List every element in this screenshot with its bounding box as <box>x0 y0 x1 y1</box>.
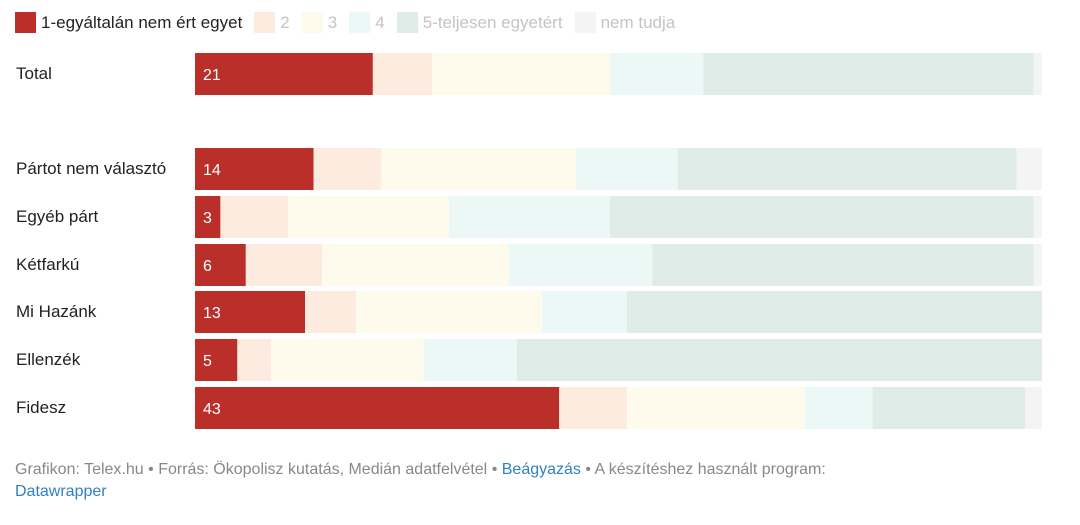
footer-separator: • <box>585 461 591 478</box>
bar-segment <box>237 339 272 381</box>
legend-label: 3 <box>327 12 338 32</box>
bar-segment <box>381 148 577 190</box>
bar-segment <box>1033 244 1042 286</box>
legend-item: 1-egyáltalán nem ért egyet <box>15 11 243 33</box>
footer-program-text: A készítéshez használt program: <box>594 461 826 478</box>
legend-label: 2 <box>280 12 290 32</box>
bar-segment <box>288 196 450 238</box>
bar-segment <box>423 339 517 381</box>
legend-label: nem tudja <box>600 12 676 32</box>
chart-legend: 1-egyáltalán nem ért egyet 2 3 4 5-teljesen … <box>15 10 687 34</box>
bar-segment <box>271 339 424 381</box>
bar-segment <box>872 387 1026 429</box>
bar-segment <box>703 53 1034 95</box>
bar-value-label: 3 <box>203 210 212 227</box>
bar-value-label: 13 <box>203 305 221 322</box>
footer-separator: • <box>491 461 498 478</box>
chart-plot: 21 14 3 6 13 5 43 <box>195 53 1042 429</box>
legend-swatch <box>574 11 596 33</box>
footer-credit: Grafikon: Telex.hu <box>15 461 144 478</box>
bar-segment <box>1025 387 1042 429</box>
legend-item: 3 <box>301 11 338 33</box>
row-label: Mi Hazánk <box>16 302 97 321</box>
bar-segment <box>195 339 238 381</box>
row-label: Pártot nem választó <box>16 159 167 178</box>
legend-item: nem tudja <box>574 11 676 33</box>
bar-segment <box>559 387 627 429</box>
bar-segment <box>355 291 543 333</box>
bar-value-label: 21 <box>203 67 221 84</box>
legend-item: 2 <box>254 11 290 33</box>
bar-segment <box>449 196 611 238</box>
row-label: Fidesz <box>16 398 67 417</box>
datawrapper-link[interactable]: Datawrapper <box>15 483 107 500</box>
legend-swatch <box>254 11 276 33</box>
row-label: Ellenzék <box>16 350 81 369</box>
bar-segment <box>195 244 246 286</box>
bar-segment <box>195 148 314 190</box>
bar-value-label: 43 <box>203 401 221 418</box>
bar-segment <box>195 387 560 429</box>
legend-item: 5-teljesen egyetért <box>396 11 563 33</box>
bar-segment <box>195 53 373 95</box>
bar-segment <box>652 244 1034 286</box>
bar-segment <box>372 53 433 95</box>
bar-segment <box>220 196 289 238</box>
legend-swatch <box>349 11 371 33</box>
bar-segment <box>610 196 1034 238</box>
legend-label: 5-teljesen egyetért <box>422 12 563 32</box>
legend-label: 1-egyáltalán nem ért egyet <box>41 12 243 32</box>
bar-segment <box>305 291 356 333</box>
bar-segment <box>576 148 678 190</box>
bar-segment <box>677 148 1017 190</box>
bar-segment <box>322 244 509 286</box>
embed-link[interactable]: Beágyazás <box>501 461 581 478</box>
bar-value-label: 14 <box>203 162 221 179</box>
bar-segment <box>804 387 873 429</box>
legend-label: 4 <box>375 12 385 32</box>
bar-segment <box>508 244 653 286</box>
footer-separator: • <box>148 461 154 478</box>
legend-swatch <box>301 11 323 33</box>
footer-source: Forrás: Ökopolisz kutatás, Medián adatfe… <box>158 461 488 478</box>
legend-swatch <box>15 11 36 33</box>
bar-segment <box>542 291 627 333</box>
bar-segment <box>195 196 221 238</box>
legend-item: 4 <box>349 11 385 33</box>
bar-segment <box>626 291 1042 333</box>
bar-segment <box>1033 196 1042 238</box>
row-label: Egyéb párt <box>16 207 99 226</box>
row-label: Kétfarkú <box>16 255 80 274</box>
row-label: Total <box>16 64 52 83</box>
bar-segment <box>432 53 611 95</box>
bar-segment <box>195 291 306 333</box>
bar-segment <box>516 339 1042 381</box>
legend-swatch <box>396 11 418 33</box>
bar-value-label: 6 <box>203 258 212 275</box>
bar-segment <box>1033 53 1042 95</box>
bar-segment <box>313 148 382 190</box>
bar-segment <box>245 244 323 286</box>
bar-segment <box>1016 148 1042 190</box>
chart-footer: Grafikon: Telex.hu • Forrás: Ökopolisz k… <box>15 459 1055 503</box>
bar-value-label: 5 <box>203 353 212 370</box>
bar-segment <box>610 53 704 95</box>
bar-segment <box>626 387 805 429</box>
